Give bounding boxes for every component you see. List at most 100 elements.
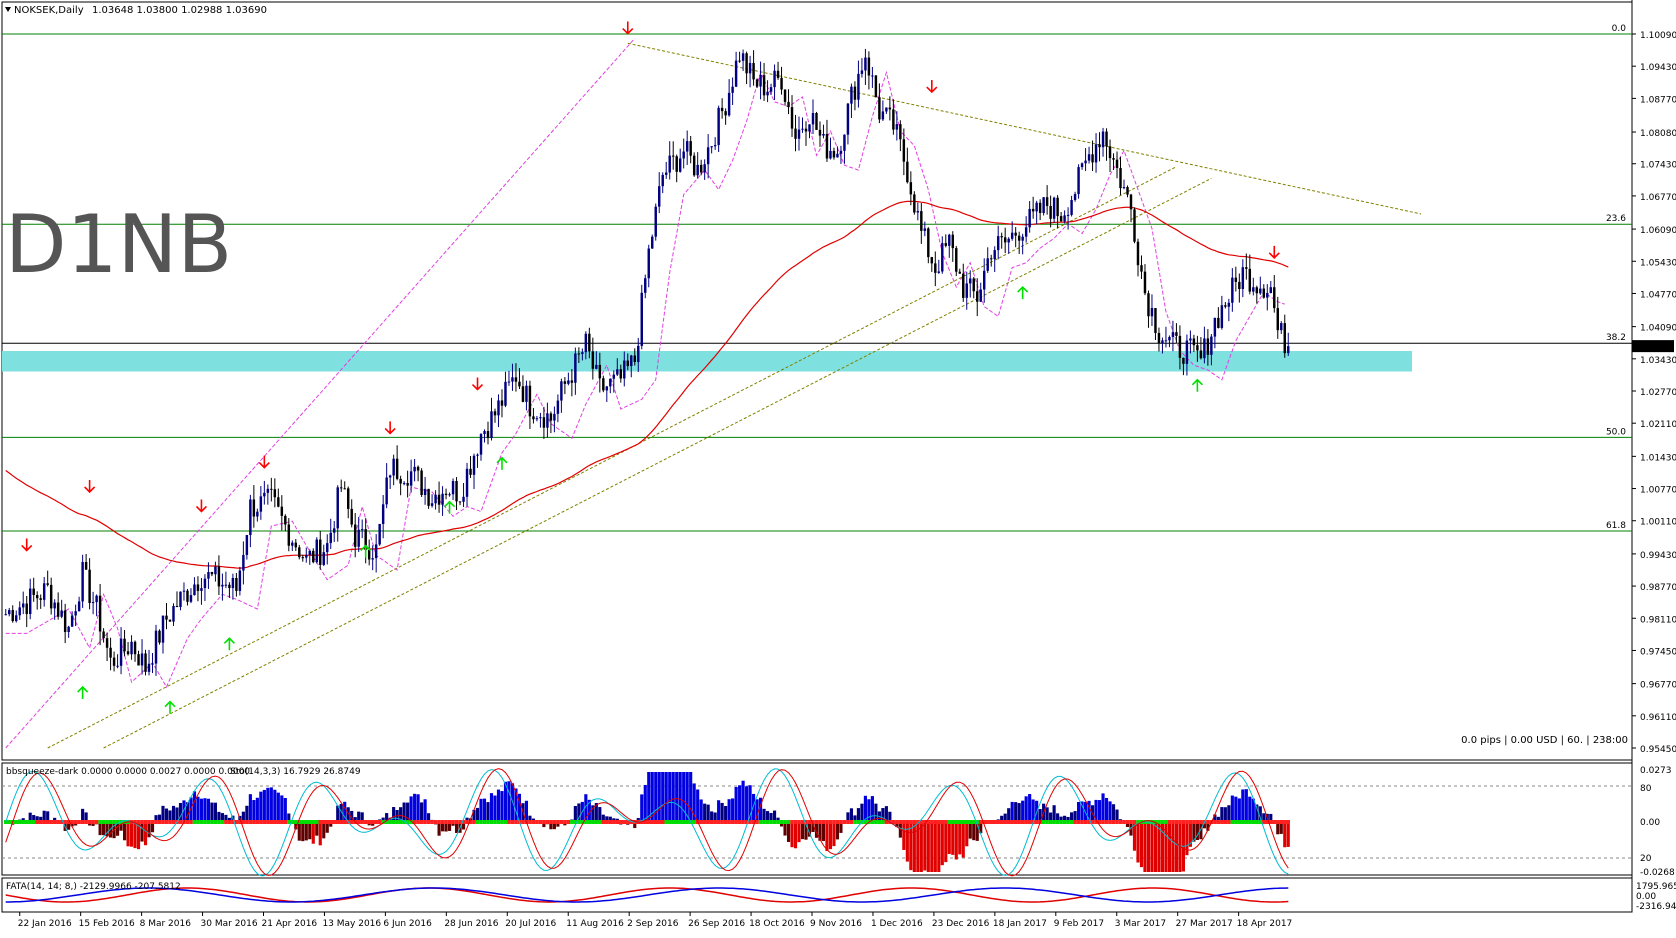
candle-body xyxy=(931,257,933,263)
candle-body xyxy=(840,151,842,154)
candle-body xyxy=(721,108,723,111)
candle-body xyxy=(134,642,136,654)
price-tick-label: 1.08770 xyxy=(1640,95,1676,105)
squeeze-dot xyxy=(84,820,87,824)
candle-body xyxy=(312,551,314,562)
candle-body xyxy=(948,235,950,246)
price-tick-label: 1.01430 xyxy=(1640,453,1676,463)
squeeze-dot xyxy=(1084,820,1087,824)
candle-body xyxy=(854,87,856,100)
candle-body xyxy=(1109,146,1111,158)
candle-body xyxy=(88,570,90,603)
candle-body xyxy=(693,156,695,176)
candle-body xyxy=(473,456,475,475)
candle-body xyxy=(1259,289,1261,294)
squeeze-dot xyxy=(53,820,56,824)
candle-body xyxy=(899,124,901,139)
squeeze-dot xyxy=(18,820,21,824)
squeeze-dot xyxy=(563,820,566,824)
squeeze-dot xyxy=(1178,820,1181,824)
squeeze-dot xyxy=(717,820,720,824)
candle-body xyxy=(102,632,104,639)
candle-body xyxy=(637,346,639,362)
squeeze-histogram-bar xyxy=(825,822,828,851)
squeeze-dot xyxy=(1133,820,1136,824)
candle-body xyxy=(805,129,807,132)
squeeze-histogram-bar xyxy=(1105,798,1108,822)
squeeze-dot xyxy=(105,820,108,824)
candle-body xyxy=(504,382,506,406)
squeeze-histogram-bar xyxy=(280,795,283,822)
candle-body xyxy=(165,616,167,620)
candle-body xyxy=(1021,237,1023,241)
candle-body xyxy=(1172,332,1174,337)
time-tick-label: 15 Feb 2016 xyxy=(79,919,135,929)
squeeze-dot xyxy=(1273,820,1276,824)
candle-body xyxy=(819,130,821,136)
squeeze-histogram-bar xyxy=(1171,822,1174,872)
time-tick-label: 9 Nov 2016 xyxy=(810,919,862,929)
squeeze-dot xyxy=(773,820,776,824)
squeeze-dot xyxy=(657,820,660,824)
candle-body xyxy=(1221,305,1223,328)
squeeze-dot xyxy=(1227,820,1230,824)
squeeze-dot xyxy=(1052,820,1055,824)
squeeze-histogram-bar xyxy=(836,822,839,839)
squeeze-histogram-bar xyxy=(308,822,311,839)
squeeze-histogram-bar xyxy=(417,794,420,822)
fata-axis-label: 0.00 xyxy=(1636,892,1656,902)
squeeze-dot xyxy=(727,820,730,824)
ohlc-values: 1.03648 1.03800 1.02988 1.03690 xyxy=(92,5,267,16)
candle-body xyxy=(214,566,216,574)
squeeze-dot xyxy=(720,820,723,824)
squeeze-histogram-bar xyxy=(675,772,678,822)
candle-body xyxy=(808,124,810,131)
time-tick-label: 27 Mar 2017 xyxy=(1176,919,1233,929)
squeeze-histogram-bar xyxy=(948,822,951,854)
sto-header: Sto(14,3,3) 16.7929 26.8749 xyxy=(230,767,361,777)
candle-body xyxy=(476,455,478,456)
candle-body xyxy=(990,258,992,259)
candle-body xyxy=(260,496,262,511)
candle-body xyxy=(1144,272,1146,294)
squeeze-dot xyxy=(49,820,52,824)
squeeze-dot xyxy=(312,820,315,824)
squeeze-histogram-bar xyxy=(1164,822,1167,872)
candle-body xyxy=(228,585,230,588)
squeeze-dot xyxy=(91,820,94,824)
squeeze-dot xyxy=(1255,820,1258,824)
squeeze-dot xyxy=(808,820,811,824)
candle-body xyxy=(116,666,118,667)
squeeze-dot xyxy=(539,820,542,824)
squeeze-dot xyxy=(595,820,598,824)
candle-body xyxy=(980,289,982,301)
squeeze-histogram-bar xyxy=(214,803,217,822)
candle-body xyxy=(85,562,87,570)
candle-body xyxy=(1123,187,1125,188)
candle-body xyxy=(1193,338,1195,345)
price-tick-label: 1.06770 xyxy=(1640,193,1676,203)
candle-body xyxy=(15,615,17,621)
squeeze-histogram-bar xyxy=(902,822,905,850)
squeeze-histogram-bar xyxy=(133,822,136,848)
squeeze-dot xyxy=(102,820,105,824)
fata-axis-label: -2316.947 xyxy=(1636,902,1676,912)
candle-body xyxy=(1060,216,1062,221)
squeeze-dot xyxy=(1231,820,1234,824)
time-tick-label: 18 Jan 2017 xyxy=(993,919,1047,929)
squeeze-dot xyxy=(598,820,601,824)
candle-body xyxy=(962,274,964,298)
candle-body xyxy=(1137,242,1139,265)
squeeze-dot xyxy=(941,820,944,824)
candle xyxy=(158,629,160,644)
candle-body xyxy=(515,377,517,381)
candle-body xyxy=(186,591,188,602)
squeeze-dot xyxy=(881,820,884,824)
squeeze-dot xyxy=(1007,820,1010,824)
candle-body xyxy=(857,74,859,100)
candle-body xyxy=(696,165,698,175)
candle-body xyxy=(137,654,139,665)
price-tick-label: 1.09430 xyxy=(1640,63,1676,73)
